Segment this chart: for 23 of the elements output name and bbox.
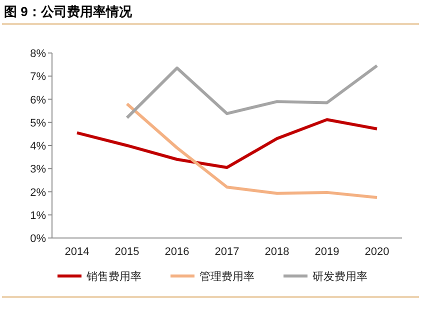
y-tick-label: 5% (30, 117, 46, 130)
line-series (126, 102, 378, 200)
line-series (126, 64, 378, 120)
x-tick-label: 2019 (314, 246, 340, 258)
chart-title: 图 9：公司费用率情况 (4, 4, 133, 19)
x-tick-label: 2015 (114, 246, 140, 258)
x-tick-label: 2016 (164, 246, 190, 258)
x-tick-label: 2018 (264, 246, 290, 258)
y-tick-label: 2% (30, 186, 46, 199)
y-tick-label: 7% (30, 71, 46, 84)
legend-label: 研发费用率 (312, 270, 368, 283)
y-tick-label: 1% (30, 210, 46, 222)
x-tick-label: 2017 (214, 246, 240, 258)
y-tick-label: 8% (30, 48, 46, 60)
legend-label: 管理费用率 (200, 270, 254, 283)
y-tick-label: 6% (30, 94, 46, 106)
x-tick-label: 2020 (364, 246, 390, 258)
line-series (76, 118, 378, 169)
y-tick-label: 4% (30, 140, 46, 152)
legend-label: 销售费用率 (86, 270, 142, 283)
x-tick-label: 2014 (64, 246, 90, 258)
y-tick-label: 3% (30, 164, 46, 176)
y-tick-label: 0% (30, 233, 46, 245)
